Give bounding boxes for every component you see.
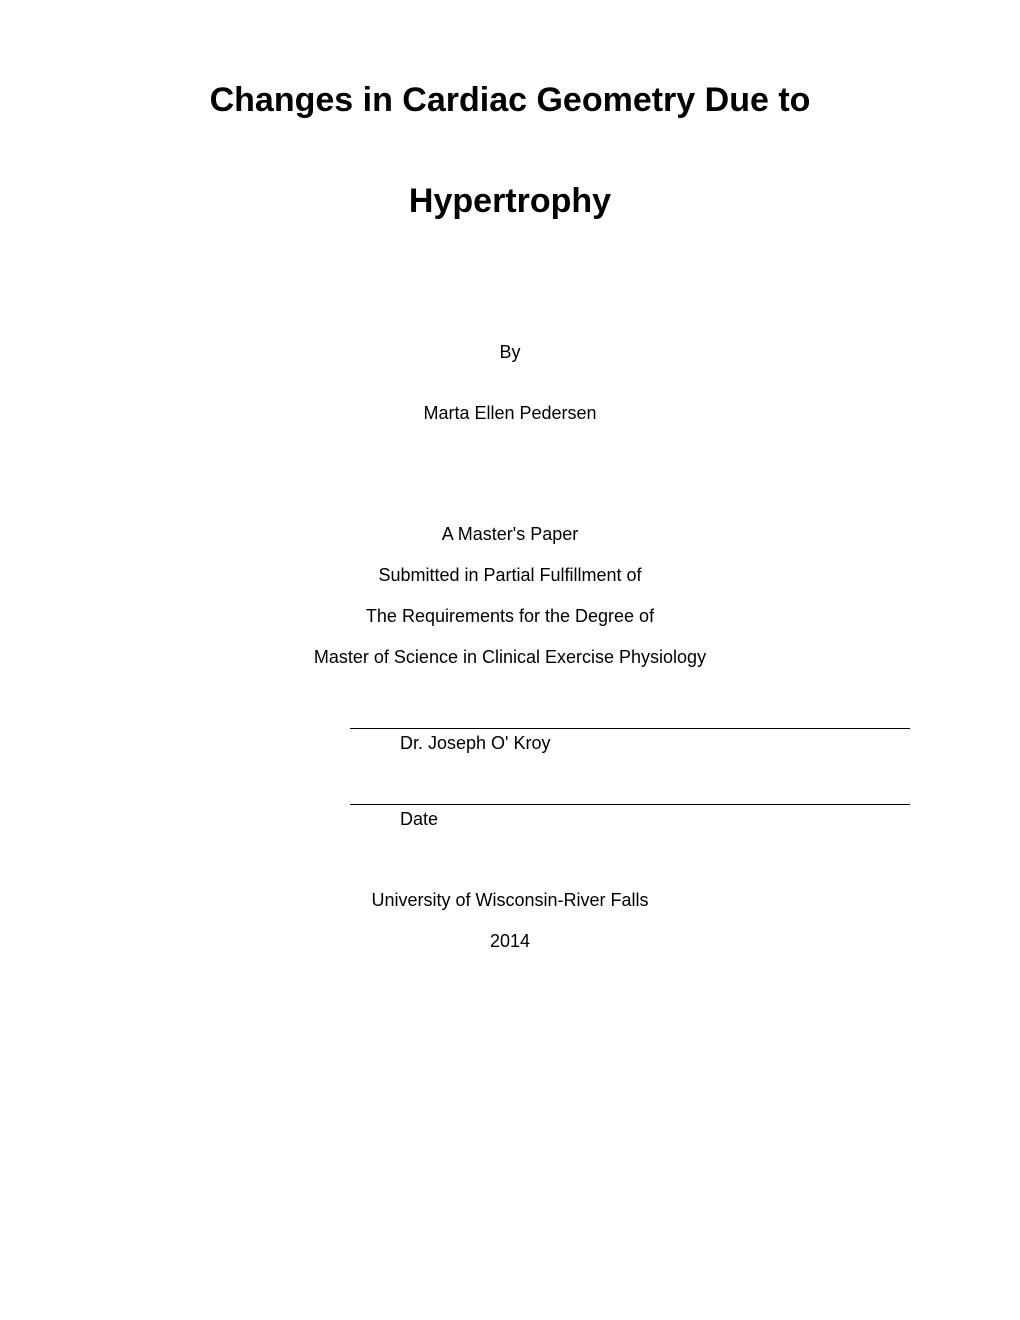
signature-block: Dr. Joseph O' Kroy Date — [350, 728, 910, 830]
title-block: Changes in Cardiac Geometry Due to Hyper… — [100, 80, 920, 222]
description-line-1: A Master's Paper — [100, 524, 920, 545]
date-signature-label: Date — [350, 809, 910, 830]
date-signature-line — [350, 804, 910, 805]
description-line-2: Submitted in Partial Fulfillment of — [100, 565, 920, 586]
title-line-1: Changes in Cardiac Geometry Due to — [100, 80, 920, 121]
institution-block: University of Wisconsin-River Falls 2014 — [100, 890, 920, 952]
description-line-4: Master of Science in Clinical Exercise P… — [100, 647, 920, 668]
advisor-signature-line — [350, 728, 910, 729]
institution-name: University of Wisconsin-River Falls — [100, 890, 920, 911]
description-block: A Master's Paper Submitted in Partial Fu… — [100, 524, 920, 668]
by-label: By — [100, 342, 920, 363]
title-line-2: Hypertrophy — [100, 181, 920, 222]
institution-year: 2014 — [100, 931, 920, 952]
byline-block: By Marta Ellen Pedersen — [100, 342, 920, 424]
author-name: Marta Ellen Pedersen — [100, 403, 920, 424]
description-line-3: The Requirements for the Degree of — [100, 606, 920, 627]
advisor-signature-label: Dr. Joseph O' Kroy — [350, 733, 910, 754]
